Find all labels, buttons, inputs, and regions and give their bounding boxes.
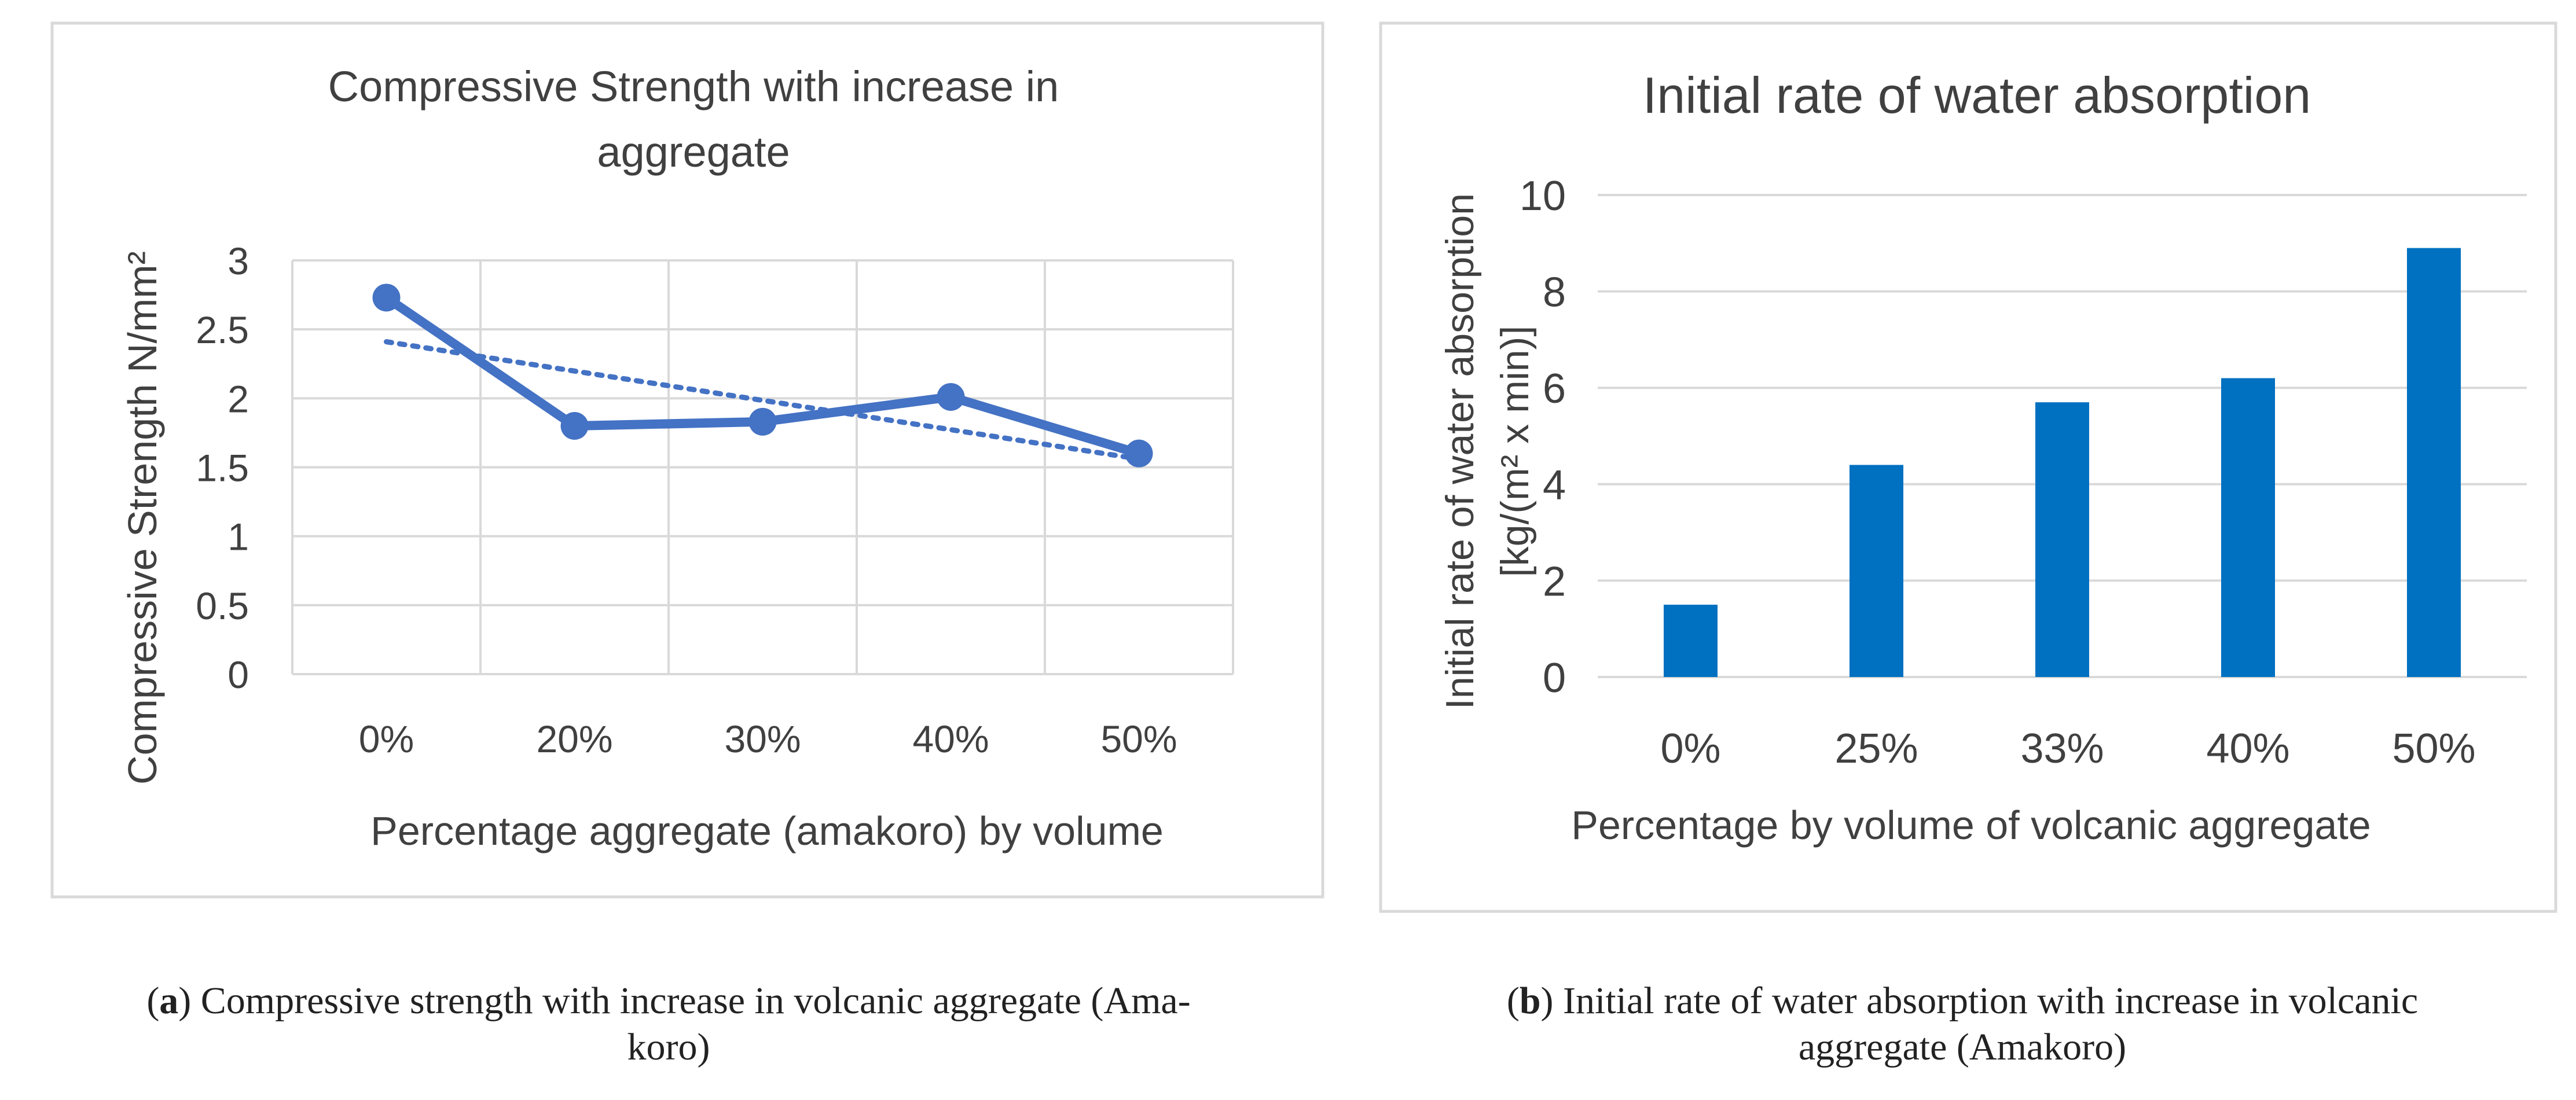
chart-a-trendline-group [384,339,1142,462]
caption-b-letter: b [1519,980,1541,1022]
chart-a-data-point [560,412,589,440]
chart-a-title-line1: Compressive Strength with increase in [328,62,1059,111]
chart-b-frame [1379,21,2557,913]
caption-a-line2: koro) [627,1026,710,1068]
chart-a-trendline [384,339,1142,462]
chart-b-x-tick-label: 0% [1660,726,1720,772]
compressive-strength-chart: Compressive Strength with increase in ag… [50,21,1324,899]
chart-a-y-tick-label: 2 [227,377,249,420]
chart-a-x-tick-labels: 0% 20% 30% 40% 50% [359,718,1177,760]
caption-b-line1: (b) Initial rate of water absorption wit… [1506,980,2419,1022]
chart-a-x-tick-label: 50% [1100,718,1177,760]
chart-a-y-tick-label: 3 [227,240,249,282]
chart-b-y-tick-label: 2 [1543,558,1566,605]
chart-a-y-tick-label: 1.5 [196,447,249,490]
chart-a-frame [50,21,1324,899]
chart-b-y-tick-label: 10 [1520,173,1566,219]
chart-b-y-tick-label: 4 [1543,462,1566,509]
chart-b-y-tick-label: 0 [1543,655,1566,701]
chart-a-x-tick-label: 20% [536,718,612,760]
chart-b-x-axis-title: Percentage by volume of volcanic aggrega… [1571,803,2370,848]
caption-b-line2: aggregate (Amakoro) [1798,1026,2127,1068]
chart-b-bar [1850,465,1903,677]
chart-b-x-tick-label: 50% [2392,726,2475,772]
chart-a-x-tick-label: 30% [724,718,801,760]
chart-b-x-tick-label: 25% [1834,726,1918,772]
caption-b-text: ) Initial rate of water absorption with … [1540,980,2419,1022]
chart-a-gridlines [291,259,1234,675]
chart-a-y-axis-title: Compressive Strength N/mm² [120,251,165,785]
chart-a-x-tick-label: 0% [359,718,414,760]
caption-a-line1: (a) Compressive strength with increase i… [146,980,1191,1022]
chart-a-y-tick-label: 2.5 [196,308,249,351]
chart-b-bar [1664,605,1718,677]
caption-b: (b) Initial rate of water absorption wit… [1355,978,2570,1070]
chart-b-bars [1664,248,2461,677]
chart-b-title: Initial rate of water absorption [1643,67,2311,124]
water-absorption-chart: Initial rate of water absorption 0 2 4 6 8 10… [1379,21,2557,913]
chart-b-y-tick-labels: 0 2 4 6 8 10 [1520,173,1566,701]
chart-b-bar [2221,378,2275,677]
chart-b-x-tick-labels: 0% 25% 33% 40% 50% [1660,726,2475,772]
chart-a-series-group [372,284,1153,468]
chart-b-y-tick-label: 8 [1543,270,1566,316]
caption-a: (a) Compressive strength with increase i… [6,978,1331,1070]
chart-b-x-tick-label: 33% [2020,726,2104,772]
chart-a-y-tick-label: 0.5 [196,584,249,627]
chart-a-y-tick-label: 0 [227,653,249,696]
chart-a-data-point [748,407,777,436]
chart-a-data-point [937,382,965,411]
chart-a-data-point [372,284,401,312]
caption-a-text: ) Compressive strength with increase in … [178,980,1191,1022]
chart-a-title-line2: aggregate [597,128,790,176]
chart-a-x-axis-title: Percentage aggregate (amakoro) by volume [370,808,1164,853]
chart-b-x-tick-label: 40% [2206,726,2289,772]
caption-a-letter: a [159,980,179,1022]
chart-b-bar [2407,248,2461,677]
chart-a-y-tick-labels: 0 0.5 1 1.5 2 2.5 3 [196,240,249,696]
chart-b-y-tick-label: 6 [1543,366,1566,412]
chart-b-y-axis-title-line2: [kg/(m² x min)] [1493,326,1537,577]
chart-b-bar [2035,402,2089,677]
chart-b-y-axis-title-line1: Initial rate of water absorption [1438,193,1482,709]
chart-a-data-point [1125,439,1153,468]
chart-a-y-tick-label: 1 [227,516,249,558]
chart-a-x-tick-label: 40% [912,718,989,760]
